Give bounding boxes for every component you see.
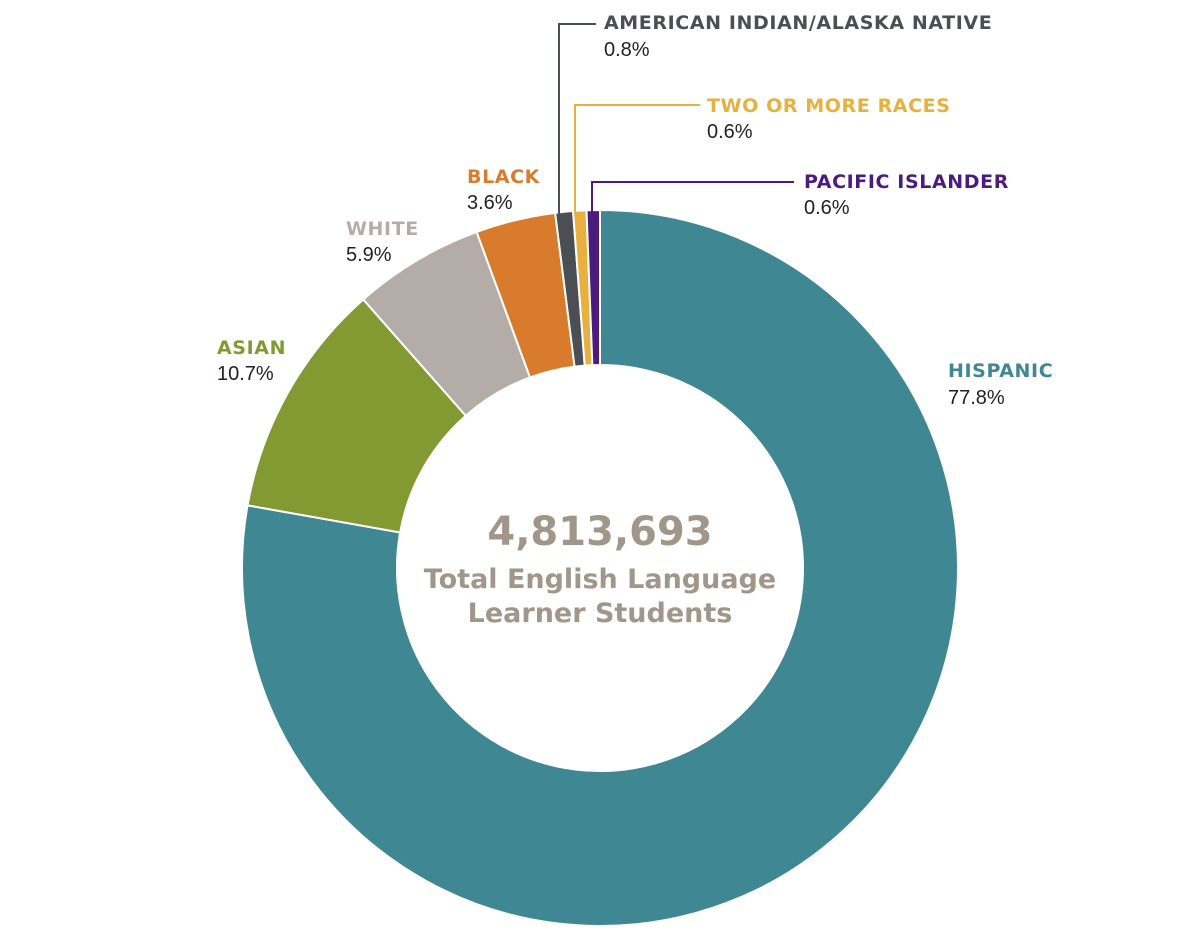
slice-hispanic bbox=[241, 208, 959, 927]
label-black-value: 3.6% bbox=[467, 192, 513, 214]
center-label-line2: Learner Students bbox=[468, 598, 733, 629]
donut-slices bbox=[241, 208, 959, 927]
label-asian-value: 10.7% bbox=[217, 363, 274, 385]
leader-line-american-indian bbox=[558, 23, 596, 214]
label-two-or-more-name: TWO OR MORE RACES bbox=[707, 95, 951, 117]
label-hispanic-value: 77.8% bbox=[948, 387, 1005, 409]
label-pacific-islander-value: 0.6% bbox=[804, 197, 850, 219]
label-asian-name: ASIAN bbox=[217, 337, 286, 359]
leader-line-two-or-more bbox=[574, 104, 700, 214]
leader-line-pacific-islander bbox=[591, 181, 794, 214]
label-american-indian-value: 0.8% bbox=[604, 39, 650, 61]
label-two-or-more-value: 0.6% bbox=[707, 121, 753, 143]
label-american-indian-name: AMERICAN INDIAN/ALASKA NATIVE bbox=[604, 12, 992, 34]
center-label-line1: Total English Language bbox=[424, 564, 776, 595]
label-hispanic-name: HISPANIC bbox=[948, 360, 1053, 382]
label-white-value: 5.9% bbox=[346, 244, 392, 266]
label-white-name: WHITE bbox=[346, 218, 419, 240]
label-pacific-islander-name: PACIFIC ISLANDER bbox=[804, 171, 1009, 193]
center-total: 4,813,693 bbox=[487, 509, 712, 555]
label-black-name: BLACK bbox=[467, 166, 541, 188]
